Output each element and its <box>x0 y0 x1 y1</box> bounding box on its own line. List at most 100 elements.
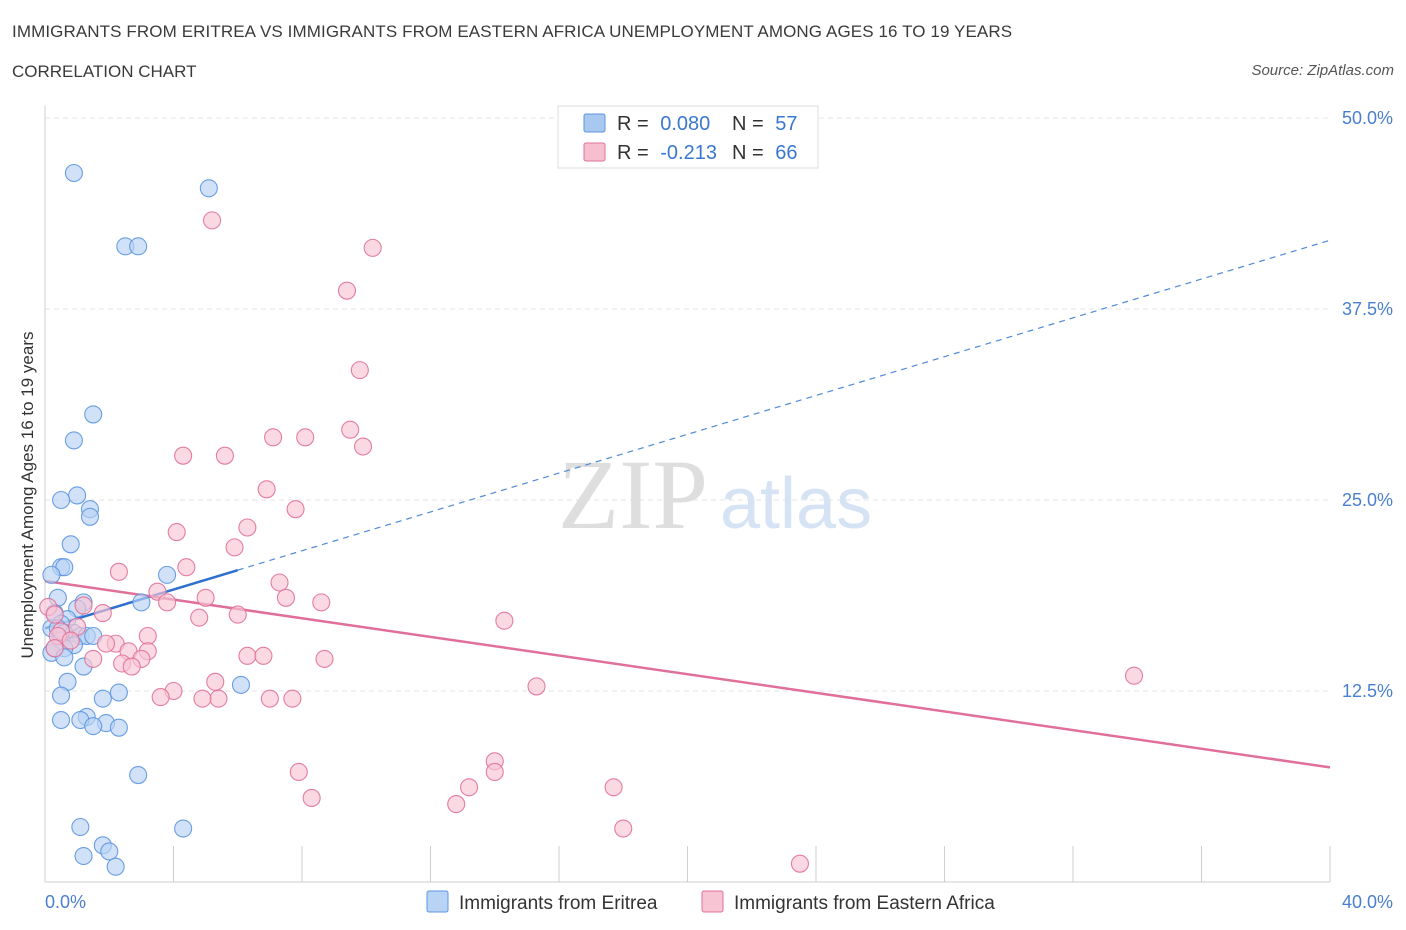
legend-row-eritrea: R = 0.080 <box>617 113 710 135</box>
data-point <box>93 604 112 623</box>
correlation-legend: R = 0.080 N = 57 R = -0.213 N = 66 <box>557 105 819 169</box>
legend-swatch-eritrea <box>583 113 606 133</box>
data-point <box>199 179 218 198</box>
data-point <box>353 437 373 456</box>
data-point <box>84 649 103 668</box>
trend-line-eritrea-extension <box>237 239 1331 571</box>
data-point <box>270 573 289 592</box>
data-point <box>45 639 64 658</box>
trend-line-eastern-africa <box>44 579 1331 769</box>
data-point <box>177 558 196 577</box>
data-point <box>109 562 128 581</box>
series-eritrea <box>42 163 251 876</box>
data-point <box>96 634 116 653</box>
legend-n-value: 66 <box>775 142 797 164</box>
series-legend: Immigrants from Eritrea Immigrants from … <box>426 890 995 914</box>
legend-n-label: N = <box>732 113 769 135</box>
data-point <box>84 405 103 424</box>
data-point <box>527 677 546 696</box>
data-point <box>203 211 222 230</box>
legend-n-value: 57 <box>775 113 797 135</box>
data-point <box>350 361 369 380</box>
data-point <box>215 446 234 465</box>
watermark: ZIP atlas <box>558 439 872 550</box>
data-point <box>174 819 193 838</box>
y-tick-labels: 12.5% 25.0% 37.5% 50.0% <box>1342 108 1393 701</box>
legend-label-eritrea: Immigrants from Eritrea <box>459 893 658 914</box>
watermark-zip: ZIP <box>558 439 708 550</box>
data-point <box>260 689 279 708</box>
series-eastern-africa <box>39 211 1144 873</box>
data-point <box>52 490 71 510</box>
y-tick-label: 25.0% <box>1342 490 1393 510</box>
data-point <box>68 486 87 505</box>
data-point <box>363 238 382 257</box>
legend-n-eastern-africa: N = 66 <box>732 142 798 164</box>
data-point <box>84 717 103 736</box>
chart-title: IMMIGRANTS FROM ERITREA VS IMMIGRANTS FR… <box>12 22 1013 41</box>
data-point <box>459 778 479 797</box>
legend-r-label: R = <box>617 113 654 135</box>
data-point <box>604 778 623 797</box>
data-point <box>45 605 64 624</box>
data-point <box>283 689 302 708</box>
legend-label-eastern-africa: Immigrants from Eastern Africa <box>734 893 995 914</box>
data-point <box>614 819 633 838</box>
data-point <box>61 631 80 650</box>
data-point <box>129 237 148 256</box>
data-point <box>100 842 119 861</box>
data-point <box>52 710 71 730</box>
y-tick-label: 37.5% <box>1342 299 1393 319</box>
data-point <box>341 420 360 439</box>
data-point <box>190 608 209 627</box>
data-point <box>337 281 357 300</box>
data-point <box>225 538 244 557</box>
data-point <box>302 788 321 808</box>
data-point <box>209 689 228 708</box>
data-point <box>106 857 125 876</box>
data-point <box>158 565 177 584</box>
data-point <box>447 795 466 814</box>
data-point <box>80 507 100 526</box>
data-point <box>64 431 83 450</box>
chart-subtitle: CORRELATION CHART <box>12 62 197 81</box>
y-tick-label: 50.0% <box>1342 108 1393 128</box>
data-point <box>167 523 186 542</box>
data-point <box>276 588 295 607</box>
data-point <box>138 626 157 646</box>
data-point <box>61 535 80 554</box>
legend-swatch-eastern-africa <box>701 890 724 913</box>
data-point <box>174 446 193 465</box>
data-point <box>254 646 273 665</box>
x-tick-label: 0.0% <box>45 892 86 912</box>
axes <box>44 106 1331 883</box>
data-point <box>286 500 305 519</box>
watermark-atlas: atlas <box>720 464 872 544</box>
data-point <box>109 683 128 702</box>
legend-r-label: R = <box>617 142 654 164</box>
data-point <box>790 854 809 873</box>
x-tick-labels: 0.0% 40.0% <box>45 892 1393 912</box>
legend-n-eritrea: N = 57 <box>732 113 798 135</box>
legend-swatch-eritrea <box>426 890 449 913</box>
legend-n-label: N = <box>732 142 769 164</box>
legend-row-eastern-africa: R = -0.213 <box>617 142 717 164</box>
data-point <box>264 428 283 447</box>
data-point <box>206 672 225 691</box>
data-point <box>74 596 93 615</box>
y-axis-title: Unemployment Among Ages 16 to 19 years <box>18 332 37 659</box>
data-point <box>52 686 71 705</box>
legend-r-value: -0.213 <box>660 142 717 164</box>
data-point <box>231 675 251 694</box>
legend-r-value: 0.080 <box>660 113 710 135</box>
data-point <box>122 657 141 676</box>
source-label: Source: ZipAtlas.com <box>1251 62 1394 79</box>
data-point <box>238 518 257 537</box>
data-point <box>312 593 331 612</box>
data-point <box>93 689 112 708</box>
data-point <box>495 611 514 630</box>
data-point <box>289 762 308 782</box>
data-point <box>296 428 315 447</box>
data-point <box>193 689 212 708</box>
